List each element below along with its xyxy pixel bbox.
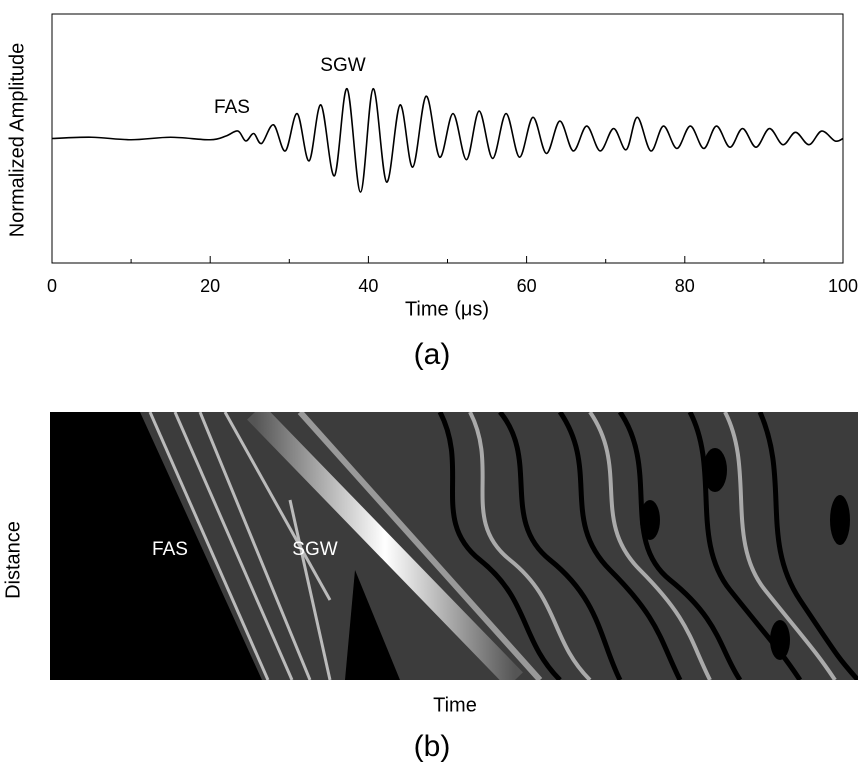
- annotation: SGW: [292, 539, 337, 560]
- x-axis-label: Time: [433, 694, 477, 716]
- x-tick-label: 0: [47, 276, 57, 296]
- bscan-image: [50, 412, 858, 680]
- annotation: SGW: [320, 55, 365, 76]
- x-tick-label: 100: [828, 276, 858, 296]
- x-tick-label: 80: [675, 276, 695, 296]
- caption: (b): [414, 730, 451, 763]
- x-tick-label: 60: [517, 276, 537, 296]
- annotation: FAS: [214, 97, 250, 118]
- annotation: FAS: [152, 539, 188, 560]
- x-axis-label: Time (μs): [405, 298, 489, 320]
- caption: (a): [414, 338, 451, 371]
- x-tick-label: 40: [358, 276, 378, 296]
- waveform: [51, 87, 844, 193]
- y-axis-label: Normalized Amplitude: [6, 43, 28, 238]
- x-tick-label: 20: [200, 276, 220, 296]
- y-axis-label: Distance: [2, 521, 24, 599]
